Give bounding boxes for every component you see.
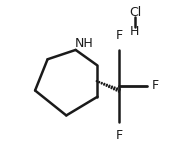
Text: F: F	[151, 78, 158, 92]
Text: F: F	[116, 29, 123, 42]
Text: NH: NH	[75, 37, 94, 50]
Text: H: H	[130, 25, 140, 38]
Text: Cl: Cl	[129, 6, 141, 19]
Text: F: F	[116, 129, 123, 142]
